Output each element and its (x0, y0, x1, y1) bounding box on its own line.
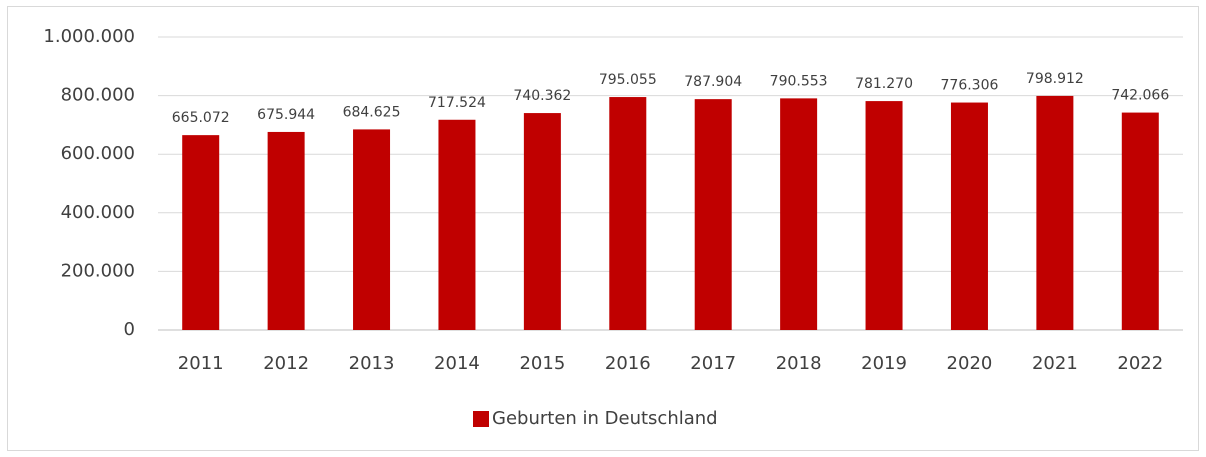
data-label: 798.912 (1026, 71, 1084, 87)
y-tick-label: 0 (124, 319, 135, 340)
bar (609, 97, 647, 330)
x-tick-label: 2021 (1032, 353, 1078, 374)
x-tick-label: 2018 (776, 353, 822, 374)
x-tick-label: 2012 (263, 353, 309, 374)
data-label: 675.944 (257, 107, 315, 123)
data-label: 795.055 (599, 72, 657, 88)
legend-swatch (473, 411, 489, 427)
y-tick-label: 400.000 (61, 202, 135, 223)
x-tick-label: 2022 (1117, 353, 1163, 374)
data-label: 717.524 (428, 95, 486, 111)
data-label: 787.904 (684, 74, 742, 90)
bar (865, 101, 903, 330)
x-tick-label: 2020 (947, 353, 993, 374)
bar (950, 102, 988, 330)
data-label: 781.270 (855, 76, 913, 92)
bar (353, 129, 391, 330)
bar (267, 131, 305, 330)
x-tick-label: 2015 (519, 353, 565, 374)
bar (182, 135, 220, 330)
data-label: 740.362 (513, 88, 571, 104)
bar (694, 99, 732, 330)
bar (1036, 95, 1074, 330)
y-tick-label: 800.000 (61, 85, 135, 106)
bar (1121, 112, 1159, 330)
x-tick-label: 2013 (349, 353, 395, 374)
data-label: 790.553 (770, 73, 828, 89)
x-tick-label: 2016 (605, 353, 651, 374)
x-tick-label: 2019 (861, 353, 907, 374)
data-label: 665.072 (172, 110, 230, 126)
data-label: 776.306 (941, 78, 999, 94)
legend-label: Geburten in Deutschland (492, 408, 718, 429)
x-tick-label: 2014 (434, 353, 480, 374)
y-tick-label: 600.000 (61, 143, 135, 164)
bar (438, 119, 476, 330)
data-label: 742.066 (1111, 88, 1169, 104)
y-tick-label: 200.000 (61, 260, 135, 281)
data-label: 684.625 (343, 104, 401, 120)
x-tick-label: 2017 (690, 353, 736, 374)
x-tick-label: 2011 (178, 353, 224, 374)
bar (780, 98, 818, 330)
y-tick-label: 1.000.000 (43, 26, 135, 47)
bar (523, 113, 561, 330)
